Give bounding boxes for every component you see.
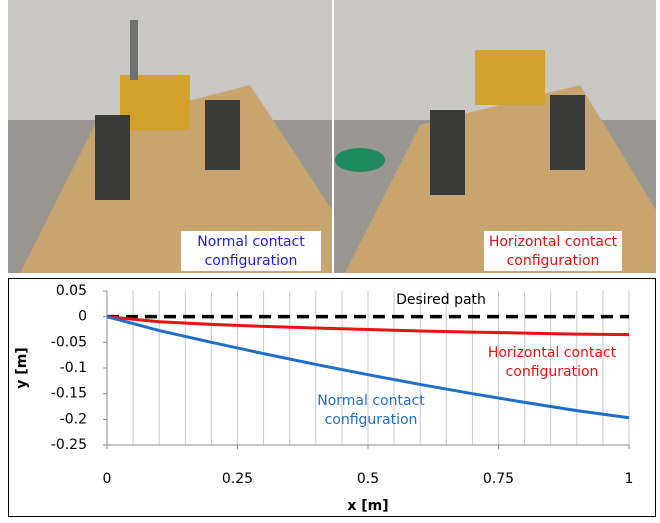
y-axis-label: y [m] [14, 347, 30, 388]
photo-caption: Horizontal contact [489, 234, 618, 250]
y-tick-label: 0 [78, 309, 87, 325]
page: Normal contact configuration Horizontal co… [0, 0, 660, 523]
y-tick-label: -0.15 [51, 386, 87, 402]
photo-caption: configuration [507, 253, 600, 269]
series-label: Normal contact [317, 393, 425, 409]
photo-caption: configuration [205, 253, 298, 269]
series-label: configuration [506, 364, 599, 380]
x-tick-label: 0.25 [222, 471, 253, 487]
figure: Normal contact configuration Horizontal co… [0, 0, 660, 519]
y-tick-label: -0.2 [60, 411, 87, 427]
series-label: configuration [325, 412, 418, 428]
x-axis-label: x [m] [347, 498, 388, 514]
x-tick-label: 0.5 [357, 471, 379, 487]
series-label: Horizontal contact [488, 345, 617, 361]
y-tick-label: -0.1 [60, 360, 87, 376]
photo-caption: Normal contact [197, 234, 305, 250]
x-tick-label: 1 [625, 471, 634, 487]
x-tick-label: 0 [103, 471, 112, 487]
y-tick-label: 0.05 [56, 283, 87, 299]
y-tick-label: -0.05 [51, 334, 87, 350]
series-label: Desired path [396, 292, 486, 308]
y-tick-label: -0.25 [51, 437, 87, 453]
x-tick-label: 0.75 [483, 471, 514, 487]
